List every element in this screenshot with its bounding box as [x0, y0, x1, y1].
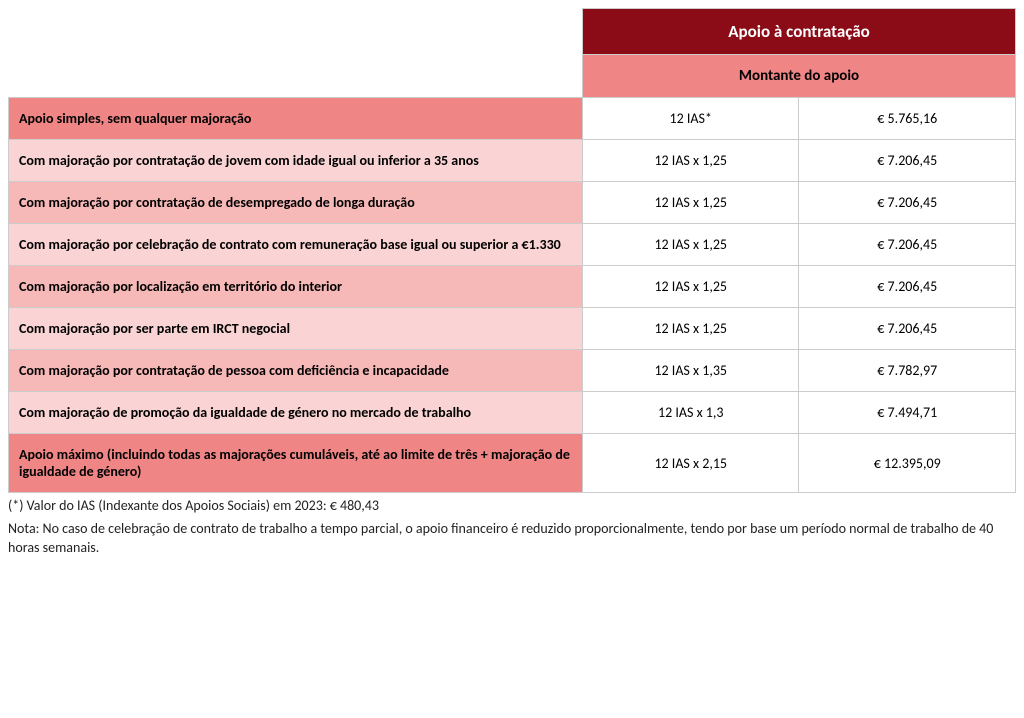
row-amount: € 7.206,45	[799, 308, 1016, 350]
row-amount: € 7.494,71	[799, 392, 1016, 434]
row-amount: € 12.395,09	[799, 434, 1016, 493]
table-row: Com majoração por localização em territó…	[9, 266, 1016, 308]
row-amount: € 7.206,45	[799, 266, 1016, 308]
row-formula: 12 IAS x 1,25	[582, 224, 799, 266]
row-formula: 12 IAS*	[582, 98, 799, 140]
row-formula: 12 IAS x 1,3	[582, 392, 799, 434]
table-body: Apoio simples, sem qualquer majoração12 …	[9, 98, 1016, 493]
table-row: Apoio simples, sem qualquer majoração12 …	[9, 98, 1016, 140]
support-table: Apoio à contratação Montante do apoio Ap…	[8, 8, 1016, 493]
table-row: Com majoração por celebração de contrato…	[9, 224, 1016, 266]
row-amount: € 5.765,16	[799, 98, 1016, 140]
header-top: Apoio à contratação	[582, 9, 1015, 55]
footnote-1: (*) Valor do IAS (Indexante dos Apoios S…	[8, 497, 1016, 516]
blank-corner	[9, 9, 583, 55]
row-label: Com majoração por contratação de pessoa …	[9, 350, 583, 392]
row-amount: € 7.206,45	[799, 182, 1016, 224]
footnote-2: Nota: No caso de celebração de contrato …	[8, 520, 1016, 558]
table-row: Apoio máximo (incluindo todas as majoraç…	[9, 434, 1016, 493]
table-row: Com majoração por contratação de desempr…	[9, 182, 1016, 224]
row-label: Com majoração por celebração de contrato…	[9, 224, 583, 266]
table-row: Com majoração por ser parte em IRCT nego…	[9, 308, 1016, 350]
row-label: Com majoração por ser parte em IRCT nego…	[9, 308, 583, 350]
row-amount: € 7.782,97	[799, 350, 1016, 392]
row-formula: 12 IAS x 1,35	[582, 350, 799, 392]
row-formula: 12 IAS x 1,25	[582, 182, 799, 224]
row-amount: € 7.206,45	[799, 140, 1016, 182]
row-label: Apoio simples, sem qualquer majoração	[9, 98, 583, 140]
table-row: Com majoração por contratação de pessoa …	[9, 350, 1016, 392]
blank-corner-2	[9, 55, 583, 98]
row-amount: € 7.206,45	[799, 224, 1016, 266]
table-row: Com majoração por contratação de jovem c…	[9, 140, 1016, 182]
row-label: Com majoração por contratação de desempr…	[9, 182, 583, 224]
row-label: Apoio máximo (incluindo todas as majoraç…	[9, 434, 583, 493]
row-label: Com majoração por localização em territó…	[9, 266, 583, 308]
row-formula: 12 IAS x 1,25	[582, 308, 799, 350]
table-row: Com majoração de promoção da igualdade d…	[9, 392, 1016, 434]
row-label: Com majoração de promoção da igualdade d…	[9, 392, 583, 434]
header-sub: Montante do apoio	[582, 55, 1015, 98]
row-formula: 12 IAS x 2,15	[582, 434, 799, 493]
row-formula: 12 IAS x 1,25	[582, 140, 799, 182]
row-label: Com majoração por contratação de jovem c…	[9, 140, 583, 182]
row-formula: 12 IAS x 1,25	[582, 266, 799, 308]
